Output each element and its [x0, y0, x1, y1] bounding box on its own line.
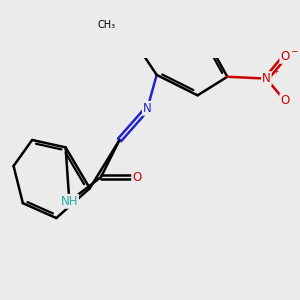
- Text: NH: NH: [61, 195, 78, 208]
- Text: O: O: [280, 50, 289, 63]
- Text: O: O: [132, 171, 141, 184]
- Text: N: N: [143, 102, 152, 115]
- Text: N: N: [262, 72, 271, 85]
- Text: CH₃: CH₃: [98, 20, 116, 30]
- Text: −: −: [290, 46, 297, 55]
- Text: +: +: [272, 68, 278, 76]
- Text: O: O: [280, 94, 289, 107]
